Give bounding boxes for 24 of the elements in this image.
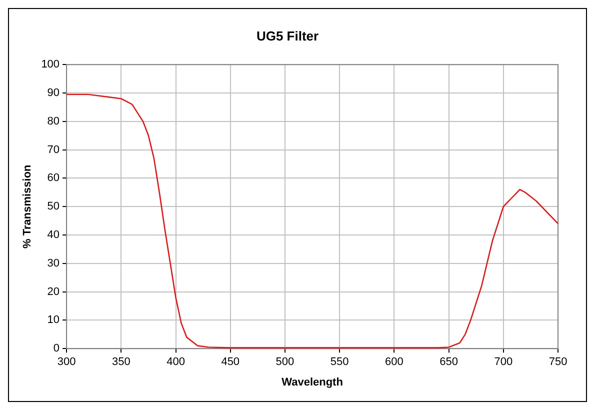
y-tick-label: 40 bbox=[47, 229, 60, 242]
y-tick-label: 100 bbox=[41, 58, 60, 71]
x-tick-label: 450 bbox=[221, 356, 240, 368]
x-tick-label: 600 bbox=[385, 356, 404, 368]
y-tick-label: 0 bbox=[53, 342, 60, 355]
x-tick-label: 500 bbox=[276, 356, 294, 368]
x-tick-label: 300 bbox=[57, 356, 76, 368]
y-tick-label: 10 bbox=[47, 314, 60, 326]
chart-title: UG5 Filter bbox=[256, 28, 319, 44]
y-tick-label: 30 bbox=[47, 257, 60, 270]
x-tick-label: 350 bbox=[112, 356, 130, 368]
y-tick-label: 60 bbox=[47, 172, 60, 184]
x-tick-label: 750 bbox=[548, 356, 568, 368]
y-tick-label: 70 bbox=[47, 144, 60, 156]
x-axis-title: Wavelength bbox=[282, 376, 344, 388]
x-tick-label: 650 bbox=[440, 356, 458, 368]
x-tick-label: 700 bbox=[494, 356, 513, 368]
y-tick-label: 90 bbox=[47, 87, 60, 100]
y-axis-title: % Transmission bbox=[22, 164, 34, 248]
y-tick-label: 50 bbox=[47, 200, 60, 213]
x-tick-label: 400 bbox=[166, 356, 185, 368]
x-tick-label: 550 bbox=[330, 356, 349, 368]
y-tick-label: 80 bbox=[47, 115, 60, 128]
y-tick-label: 20 bbox=[47, 286, 60, 298]
